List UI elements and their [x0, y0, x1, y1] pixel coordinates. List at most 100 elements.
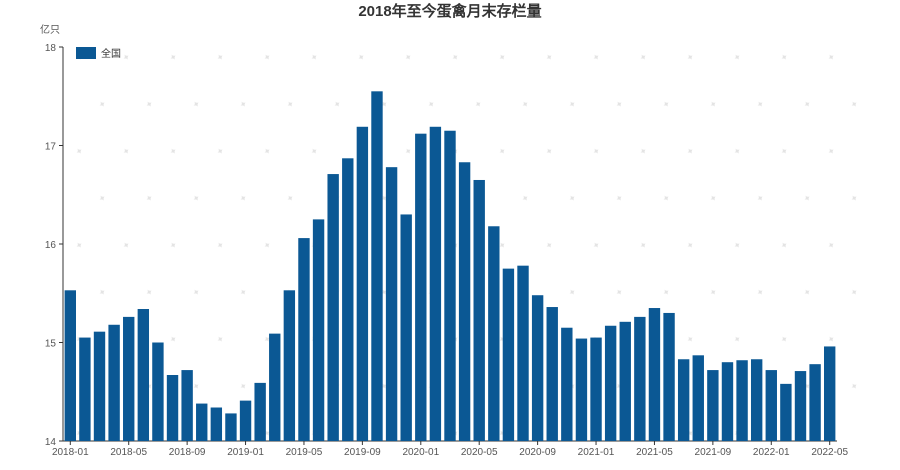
bar-2021-04[interactable]: [634, 316, 646, 441]
bar-2021-11[interactable]: [736, 360, 748, 441]
bar-2022-02[interactable]: [780, 383, 792, 441]
bar-2018-06[interactable]: [137, 309, 150, 441]
bar-2019-03[interactable]: [269, 333, 281, 441]
bar-2019-01[interactable]: [239, 400, 252, 441]
watermark-mark: ✦: [778, 239, 790, 252]
watermark-mark: ✦: [731, 51, 743, 64]
bar-2020-09[interactable]: [531, 295, 544, 441]
y-axis: 14 15 16 17 18: [45, 43, 64, 448]
bar-2021-09[interactable]: [707, 370, 719, 441]
x-tick-label: 2021-01: [578, 447, 615, 458]
watermark-mark: ✦: [801, 192, 813, 205]
watermark-mark: ✦: [707, 192, 719, 205]
bar-2021-05[interactable]: [648, 308, 661, 441]
bar-2021-06[interactable]: [663, 312, 675, 441]
bar-2018-07[interactable]: [152, 342, 164, 442]
watermark-mark: ✦: [120, 51, 132, 64]
bar-2019-02[interactable]: [254, 382, 266, 441]
x-tick-label: 2018-01: [52, 447, 89, 458]
bar-2020-10[interactable]: [546, 307, 558, 441]
watermark-mark: ✦: [167, 51, 179, 64]
x-tick-label: 2019-09: [344, 447, 381, 458]
bar-2019-04[interactable]: [283, 290, 296, 441]
watermark-mark: ✦: [754, 98, 766, 111]
bar-2019-06[interactable]: [312, 219, 325, 442]
watermark-mark: ✦: [143, 192, 155, 205]
bar-2018-09[interactable]: [181, 370, 193, 441]
bar-2019-11[interactable]: [385, 167, 398, 442]
y-tick-label: 14: [45, 437, 57, 448]
bar-2020-06[interactable]: [488, 226, 500, 441]
bar-2020-07[interactable]: [502, 268, 515, 442]
bar-2020-05[interactable]: [473, 179, 485, 442]
x-tick-label: 2020-05: [461, 447, 498, 458]
watermark-mark: ✦: [214, 333, 226, 346]
bar-2020-11[interactable]: [561, 327, 573, 441]
watermark-mark: ✦: [848, 380, 860, 393]
bar-2019-05[interactable]: [298, 238, 310, 441]
watermark-mark: ✦: [637, 239, 649, 252]
watermark-mark: ✦: [143, 98, 155, 111]
bar-2019-10[interactable]: [371, 91, 383, 441]
x-tick-label: 2018-09: [169, 447, 206, 458]
watermark-mark: ✦: [684, 239, 696, 252]
bar-2018-08[interactable]: [166, 375, 179, 441]
bar-2022-05[interactable]: [824, 346, 836, 441]
watermark-mark: ✦: [425, 98, 437, 111]
bar-2021-07[interactable]: [677, 359, 690, 441]
bar-2020-01[interactable]: [415, 133, 427, 441]
bar-2018-02[interactable]: [79, 337, 91, 441]
x-tick-label: 2022-05: [811, 447, 848, 458]
watermark-mark: ✦: [731, 239, 743, 252]
bar-2018-10[interactable]: [196, 403, 208, 441]
bar-2022-04[interactable]: [809, 364, 821, 441]
bar-2020-12[interactable]: [575, 338, 588, 441]
watermark-mark: ✦: [637, 51, 649, 64]
legend-swatch[interactable]: [76, 47, 96, 59]
bar-2018-11[interactable]: [210, 407, 223, 441]
watermark-mark: ✦: [590, 239, 602, 252]
watermark-mark: ✦: [778, 51, 790, 64]
bar-2019-07[interactable]: [327, 174, 339, 441]
watermark-mark: ✦: [825, 145, 837, 158]
x-axis: 2018-01 2018-05 2018-09 2019-01 2019-05 2019-…: [52, 440, 848, 458]
bar-2018-03[interactable]: [93, 331, 106, 441]
bar-2020-08[interactable]: [517, 265, 529, 441]
watermark-mark: ✦: [190, 192, 202, 205]
watermark-mark: ✦: [143, 286, 155, 299]
bar-2018-01[interactable]: [64, 290, 76, 441]
bar-2022-03[interactable]: [794, 371, 807, 441]
watermark-mark: ✦: [519, 192, 531, 205]
watermark-mark: ✦: [590, 51, 602, 64]
x-tick-label: 2020-09: [519, 447, 556, 458]
watermark-mark: ✦: [848, 286, 860, 299]
bar-2020-02[interactable]: [429, 126, 442, 441]
bar-2018-04[interactable]: [108, 324, 120, 441]
bar-2019-09[interactable]: [356, 126, 369, 441]
watermark-mark: ✦: [566, 192, 578, 205]
watermark-mark: ✦: [754, 192, 766, 205]
bar-2021-12[interactable]: [750, 359, 763, 441]
bar-2018-05[interactable]: [123, 316, 135, 441]
bar-2021-01[interactable]: [590, 337, 602, 441]
bar-2021-10[interactable]: [721, 362, 734, 441]
watermark-mark: ✦: [355, 51, 367, 64]
watermark-mark: ✦: [472, 98, 484, 111]
bar-2021-02[interactable]: [604, 325, 617, 441]
bar-2021-03[interactable]: [619, 321, 631, 441]
watermark-mark: ✦: [308, 145, 320, 158]
watermark-mark: ✦: [190, 286, 202, 299]
watermark-mark: ✦: [167, 145, 179, 158]
legend[interactable]: 全国: [76, 47, 121, 60]
bar-2020-04[interactable]: [458, 162, 471, 441]
bar-2022-01[interactable]: [765, 370, 777, 441]
y-tick-label: 15: [45, 339, 57, 350]
legend-label[interactable]: 全国: [101, 47, 121, 60]
x-tick-label: 2020-01: [402, 447, 439, 458]
bar-2018-12[interactable]: [225, 413, 237, 441]
bar-2020-03[interactable]: [444, 130, 456, 442]
bar-2019-12[interactable]: [400, 214, 412, 441]
bar-2021-08[interactable]: [692, 355, 704, 441]
bar-2019-08[interactable]: [342, 158, 354, 442]
